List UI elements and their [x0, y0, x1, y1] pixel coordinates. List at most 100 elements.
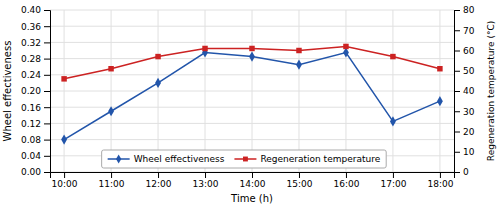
tick-label: 15:00	[287, 179, 313, 189]
point	[437, 96, 443, 106]
point	[296, 48, 301, 53]
tick-label: 70	[463, 26, 475, 36]
tick-mark	[393, 172, 394, 178]
tick-mark	[44, 107, 50, 108]
point	[61, 135, 67, 145]
tick: 60	[454, 46, 475, 56]
point	[249, 46, 254, 51]
tick-mark	[44, 172, 50, 173]
point	[155, 54, 160, 59]
tick-label: 14:00	[240, 179, 266, 189]
grid	[50, 10, 454, 172]
point	[108, 66, 113, 71]
tick-label: 30	[463, 107, 475, 117]
tick-label: 11:00	[99, 179, 125, 189]
tick: 13:00	[193, 172, 219, 189]
grid-line	[392, 10, 393, 172]
tick-label: 0.12	[21, 119, 41, 129]
marks	[61, 44, 443, 145]
chart: 10:0011:0012:0013:0014:0015:0016:0017:00…	[0, 0, 500, 206]
point	[437, 66, 442, 71]
tick-mark	[454, 152, 460, 153]
tick-label: 0.08	[21, 135, 41, 145]
tick-mark	[454, 30, 460, 31]
tick: 0.28	[21, 54, 50, 64]
grid-line	[205, 10, 206, 172]
tick-mark	[44, 75, 50, 76]
tick-label: 80	[463, 5, 475, 15]
legend-box	[102, 150, 387, 168]
tick-mark	[454, 111, 460, 112]
tick-mark	[454, 10, 460, 11]
tick: 18:00	[427, 172, 453, 189]
point	[296, 60, 302, 70]
grid-line	[158, 10, 159, 172]
tick-mark	[44, 26, 50, 27]
tick: 50	[454, 66, 475, 76]
tick-mark	[205, 172, 206, 178]
tick: 0.08	[21, 135, 50, 145]
tick-mark	[454, 91, 460, 92]
legend: Wheel effectivenessRegeneration temperat…	[102, 150, 387, 168]
tick-label: 10	[463, 147, 475, 157]
tick: 70	[454, 26, 475, 36]
tick-label: 0.04	[21, 151, 41, 161]
tick-mark	[44, 123, 50, 124]
y2-axis: 0 10 20 30 40 50 60 70 80	[454, 5, 475, 177]
tick-mark	[44, 42, 50, 43]
tick: 0.32	[21, 38, 50, 48]
tick-label: 40	[463, 86, 475, 96]
tick-label: 0.16	[21, 103, 41, 113]
tick-mark	[64, 172, 65, 178]
tick: 0.00	[21, 167, 50, 177]
grid-line	[439, 10, 440, 172]
grid-line	[298, 10, 299, 172]
tick-label: 0	[463, 167, 469, 177]
tick: 17:00	[380, 172, 406, 189]
x-axis: 10:0011:0012:0013:0014:0015:0016:0017:00…	[51, 172, 455, 189]
tick: 30	[454, 107, 475, 117]
tick-label: 16:00	[333, 179, 359, 189]
tick: 10:00	[52, 172, 78, 189]
axis-line	[44, 11, 51, 173]
tick-mark	[44, 140, 50, 141]
tick: 40	[454, 86, 475, 96]
point	[249, 51, 255, 61]
tick-label: 0.24	[21, 70, 41, 80]
plot: 10:0011:0012:0013:0014:0015:0016:0017:00…	[21, 5, 475, 189]
tick-mark	[454, 51, 460, 52]
tick-label: 17:00	[380, 179, 406, 189]
tick-label: 0.32	[21, 38, 41, 48]
tick-mark	[44, 59, 50, 60]
tick: 80	[454, 5, 475, 15]
tick: 20	[454, 127, 475, 137]
legend-marker	[116, 154, 121, 163]
point	[108, 106, 114, 116]
tick-mark	[252, 172, 253, 178]
tick: 0.40	[21, 5, 50, 15]
tick: 16:00	[333, 172, 359, 189]
grid-line	[111, 10, 112, 172]
tick: 10	[454, 147, 475, 157]
tick-mark	[346, 172, 347, 178]
tick-label: 20	[463, 127, 475, 137]
point	[61, 76, 66, 81]
point	[343, 44, 348, 49]
tick-mark	[440, 172, 441, 178]
y2-axis-title: Regeneration temperature (°C)	[486, 21, 496, 161]
x-axis-title: Time (h)	[230, 193, 273, 204]
y-axis: 0.000.040.080.120.160.200.240.280.320.36…	[21, 5, 51, 177]
point	[390, 54, 395, 59]
y-axis-title: Wheel effectiveness	[2, 41, 13, 142]
tick: 15:00	[287, 172, 313, 189]
legend-marker	[243, 157, 248, 162]
axis-line	[51, 173, 455, 179]
tick-label: 0.40	[21, 5, 41, 15]
tick-mark	[111, 172, 112, 178]
tick: 11:00	[99, 172, 125, 189]
tick: 0.20	[21, 86, 50, 96]
tick: 0.16	[21, 103, 50, 113]
point	[155, 78, 161, 88]
tick: 0	[454, 167, 469, 177]
axis-line	[455, 11, 461, 173]
